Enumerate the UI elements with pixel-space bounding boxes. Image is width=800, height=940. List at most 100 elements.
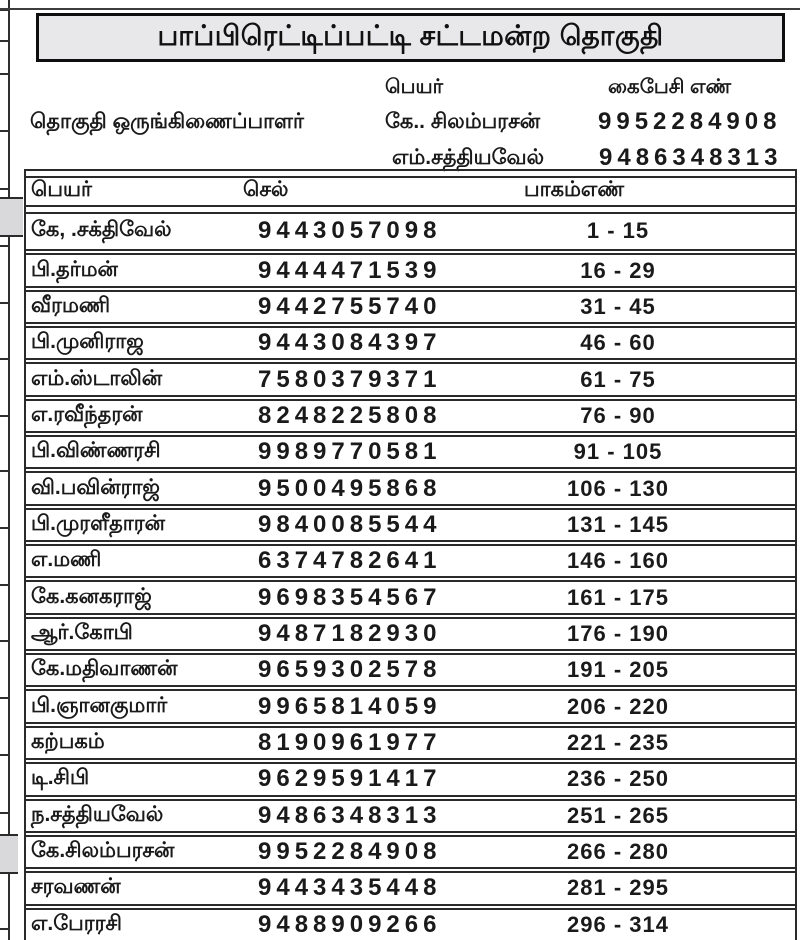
column-header-part: பாகம்எண் xyxy=(524,178,625,201)
scan-tick-mark xyxy=(0,188,10,190)
scan-shaded-box xyxy=(0,834,18,874)
coordinator-phone: 9952284908 xyxy=(598,108,782,135)
table-row: எம்.ஸ்டாலின் 7580379371 61 - 75 xyxy=(25,358,797,394)
scan-tick-mark xyxy=(0,640,10,642)
scan-tick-mark xyxy=(0,302,10,304)
contact-phone: 9989770581 xyxy=(258,438,442,466)
page-title: பாப்பிரெட்டிப்பட்டி சட்டமன்ற தொகுதி xyxy=(157,19,664,51)
contact-phone: 9487182930 xyxy=(258,619,442,647)
coordinator-name: எம்.சத்தியவேல் xyxy=(392,146,545,169)
constituency-title-banner: பாப்பிரெட்டிப்பட்டி சட்டமன்ற தொகுதி xyxy=(36,13,785,62)
contact-phone: 9965814059 xyxy=(258,692,442,720)
contact-name: பி.தர்மன் xyxy=(31,257,118,281)
scan-tick-mark xyxy=(0,73,10,75)
contact-name: கே.சிலம்பரசன் xyxy=(31,839,175,863)
contact-phone: 9500495868 xyxy=(258,474,442,502)
table-row: கற்பகம் 8190961977 221 - 235 xyxy=(25,721,797,758)
booth-range: 176 - 190 xyxy=(567,620,669,646)
contact-table-body: கே, .சக்திவேல் 9443057098 1 - 15 பி.தர்மன் 9… xyxy=(25,213,797,940)
booth-range: 266 - 280 xyxy=(567,839,669,865)
booth-range: 146 - 160 xyxy=(567,548,669,574)
contact-phone: 8190961977 xyxy=(258,728,442,756)
contact-phone: 9952284908 xyxy=(258,838,442,866)
scan-tick-mark xyxy=(0,470,10,472)
table-row: கே.கனகராஜ் 9698354567 161 - 175 xyxy=(25,576,797,612)
column-header-name: பெயர் xyxy=(31,178,92,201)
table-left-border xyxy=(24,169,26,940)
scan-tick-mark xyxy=(0,415,10,417)
contact-name: எ.ரவீந்தரன் xyxy=(31,402,143,426)
table-row: எ.பேரரசி 9488909266 296 - 314 xyxy=(25,903,797,940)
contact-name: வீரமணி xyxy=(31,293,111,317)
coordinator-name-column-header: பெயர் xyxy=(385,76,444,98)
contact-phone: 9443057098 xyxy=(258,217,442,245)
table-row: பி.விண்ணரசி 9989770581 91 - 105 xyxy=(25,431,797,467)
booth-range: 236 - 250 xyxy=(567,766,669,792)
contact-name: கற்பகம் xyxy=(31,729,105,753)
scan-tick-mark xyxy=(0,527,10,529)
scan-tick-mark xyxy=(0,358,10,360)
header-bottom-rule xyxy=(25,205,797,214)
scan-tick-mark xyxy=(0,697,10,699)
coordinator-name: கே.. சிலம்பரசன் xyxy=(385,110,541,133)
contact-phone: 9659302578 xyxy=(258,656,442,684)
contact-name: பி.முரளீதாரன் xyxy=(31,511,165,535)
contact-name: ந.சத்தியவேல் xyxy=(31,802,164,826)
contact-phone: 9443435448 xyxy=(258,874,442,902)
contact-name: கே.மதிவாணன் xyxy=(31,657,178,681)
table-row: வி.பவின்ராஜ் 9500495868 106 - 130 xyxy=(25,467,797,503)
scan-tick-mark xyxy=(0,584,10,586)
contact-phone: 9698354567 xyxy=(258,583,442,611)
table-row: ந.சத்தியவேல் 9486348313 251 - 265 xyxy=(25,794,797,831)
contact-name: கே.கனகராஜ் xyxy=(31,584,152,608)
booth-range: 76 - 90 xyxy=(580,402,656,428)
table-row: கே.சிலம்பரசன் 9952284908 266 - 280 xyxy=(25,830,797,867)
table-right-border xyxy=(795,169,797,940)
contact-name: வி.பவின்ராஜ் xyxy=(31,475,160,499)
contact-name: பி.முனிராஜ xyxy=(31,330,144,354)
booth-range: 221 - 235 xyxy=(567,729,669,755)
contact-name: பி.விண்ணரசி xyxy=(31,439,161,463)
header-top-rule xyxy=(25,169,797,178)
table-row: வீரமணி 9442755740 31 - 45 xyxy=(25,285,797,322)
booth-range: 61 - 75 xyxy=(580,366,656,392)
contact-name: டி.சிபி xyxy=(31,766,90,790)
column-header-cell: செல் xyxy=(243,178,289,201)
contact-phone: 9488909266 xyxy=(258,910,442,938)
table-row: பி.முனிராஜ 9443084397 46 - 60 xyxy=(25,322,797,358)
table-row: ஆர்.கோபி 9487182930 176 - 190 xyxy=(25,612,797,649)
contact-name: கே, .சக்திவேல் xyxy=(31,218,172,242)
booth-range: 206 - 220 xyxy=(567,693,669,719)
contact-phone: 9444471539 xyxy=(258,256,442,284)
contact-name: எ.பேரரசி xyxy=(31,911,122,935)
table-row: பி.முரளீதாரன் 9840085544 131 - 145 xyxy=(25,503,797,540)
contact-phone: 9486348313 xyxy=(258,801,442,829)
contact-name: எம்.ஸ்டாலின் xyxy=(31,366,163,390)
contact-name: சரவணன் xyxy=(31,875,121,899)
table-row: கே.மதிவாணன் 9659302578 191 - 205 xyxy=(25,649,797,685)
table-row: சரவணன் 9443435448 281 - 295 xyxy=(25,867,797,903)
booth-range: 251 - 265 xyxy=(567,802,669,828)
scan-tick-mark xyxy=(0,812,10,814)
booth-range: 91 - 105 xyxy=(573,439,663,465)
contact-phone: 7580379371 xyxy=(258,365,442,393)
scan-tick-mark xyxy=(0,40,10,42)
contact-name: ஆர்.கோபி xyxy=(31,620,133,644)
scan-tick-mark xyxy=(0,754,10,756)
booth-range: 16 - 29 xyxy=(580,257,656,283)
booth-range: 296 - 314 xyxy=(567,911,669,937)
table-row: டி.சிபி 9629591417 236 - 250 xyxy=(25,758,797,794)
booth-range: 1 - 15 xyxy=(586,218,650,244)
contact-name: எ.மணி xyxy=(31,548,102,572)
table-row: பி.ஞானகுமார் 9965814059 206 - 220 xyxy=(25,685,797,721)
booth-range: 281 - 295 xyxy=(567,875,669,901)
table-row: எ.மணி 6374782641 146 - 160 xyxy=(25,540,797,576)
booth-range: 191 - 205 xyxy=(567,657,669,683)
contact-name: பி.ஞானகுமார் xyxy=(31,693,168,717)
coordinator-phone-column-header: கைபேசி எண் xyxy=(608,76,732,98)
booth-range: 161 - 175 xyxy=(567,584,669,610)
booth-range: 131 - 145 xyxy=(567,511,669,537)
contact-phone: 6374782641 xyxy=(258,547,442,575)
contact-phone: 8248225808 xyxy=(258,401,442,429)
